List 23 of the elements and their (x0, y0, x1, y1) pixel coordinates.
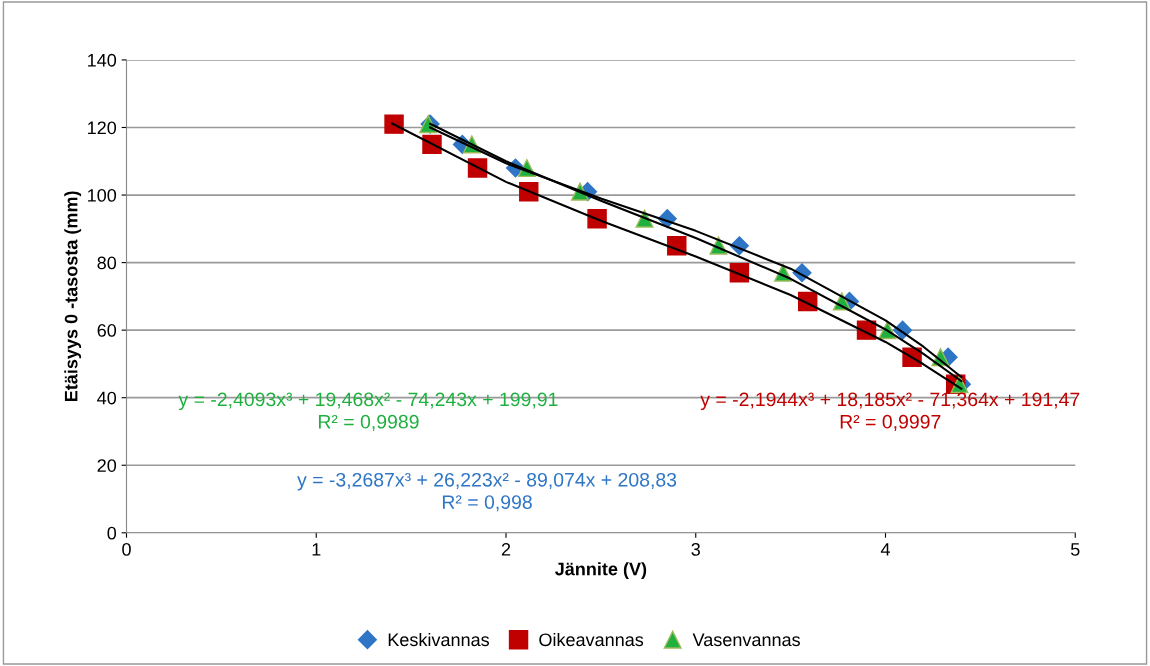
y-axis-title: Etäisyys 0 -tasosta (mm) (64, 191, 82, 402)
x-axis-title: Jännite (V) (555, 562, 647, 579)
annotation: y = -2,1944x³ + 18,185x² - 71,364x + 191,47 R² = 0,9997 (700, 392, 1080, 431)
point (384, 114, 404, 134)
x-tick-label: 0 (122, 543, 131, 556)
x-tick-label: 2 (501, 543, 511, 556)
y-tick-label: 20 (97, 459, 117, 472)
y-tick-label: 0 (107, 526, 117, 540)
x-tick-label: 4 (880, 543, 890, 556)
legend-label: Oikeavannas (539, 632, 644, 647)
x-tick-label: 1 (312, 543, 321, 556)
x-tick-label: 3 (691, 543, 700, 556)
annotation: y = -2,4093x³ + 19,468x² - 74,243x + 199,91 R² = 0,9989 (178, 392, 558, 431)
legend-label: Vasenvannas (692, 633, 800, 647)
y-tick-label: 140 (88, 53, 117, 67)
legend-label: Keskivannas (388, 632, 490, 647)
y-tick-label: 100 (88, 188, 117, 202)
y-tick-label: 120 (88, 121, 117, 135)
y-tick-label: 80 (97, 256, 117, 270)
annotation: y = -3,2687x³ + 26,223x² - 89,074x + 208,83 R² = 0,998 (297, 472, 677, 512)
y-tick-label: 60 (97, 324, 117, 337)
y-tick-label: 40 (97, 391, 117, 405)
x-tick-label: 5 (1070, 543, 1080, 556)
